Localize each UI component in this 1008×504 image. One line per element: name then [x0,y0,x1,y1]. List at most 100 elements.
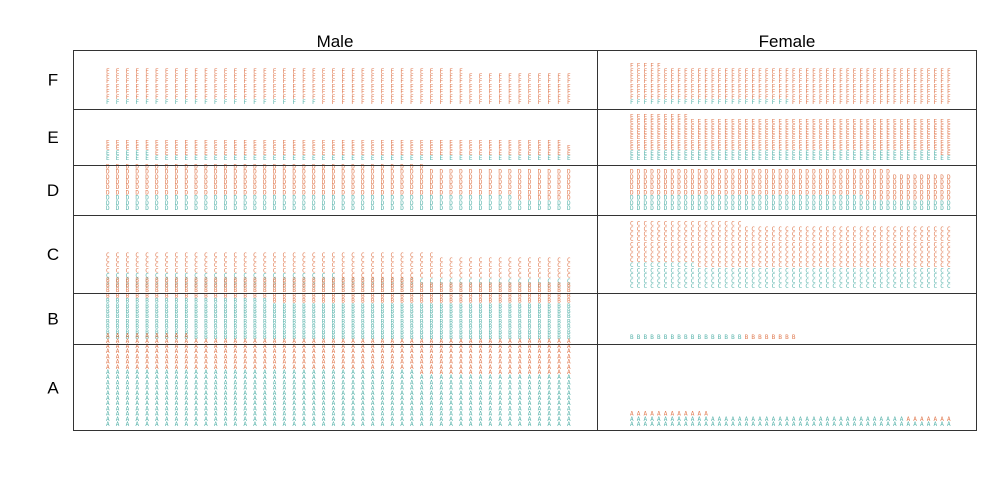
glyph-d-male-s1: D [155,205,159,212]
glyph-d-female-s2: D [873,174,877,181]
glyph-a-male-s2: A [283,348,287,355]
glyph-c-female-s1: C [907,278,911,285]
glyph-c-male-s1: C [253,273,257,280]
glyph-c-female-s2: C [866,241,870,248]
glyph-b-male-s1: B [263,298,267,305]
glyph-b-male-s1: B [126,303,130,310]
glyph-b-male-s2: B [361,287,365,294]
glyph-a-male-s2: A [194,364,198,371]
glyph-c-male-s1: C [292,283,296,290]
glyph-c-female-s1: C [711,283,715,290]
glyph-c-female-s2: C [765,247,769,254]
glyph-c-female-s1: C [880,267,884,274]
glyph-d-male-s1: D [214,205,218,212]
glyph-e-male-s1: E [547,155,551,162]
glyph-e-male-s2: E [449,145,453,152]
glyph-b-male-s1: B [557,329,561,336]
glyph-d-female-s2: D [718,189,722,196]
glyph-f-male-s2: F [449,68,453,75]
glyph-f-male-s2: F [351,89,355,96]
glyph-c-female-s1: C [947,267,951,274]
glyph-c-female-s2: C [630,231,634,238]
glyph-a-male-s1: A [322,369,326,376]
glyph-f-male-s2: F [155,89,159,96]
glyph-c-female-s2: C [664,236,668,243]
glyph-c-female-s1: C [799,278,803,285]
glyph-e-female-s1: E [670,155,674,162]
glyph-e-female-s1: E [630,150,634,157]
glyph-c-female-s2: C [758,231,762,238]
glyph-c-male-s1: C [116,283,120,290]
glyph-b-male-s1: B [557,313,561,320]
glyph-c-female-s1: C [684,278,688,285]
glyph-f-female-s2: F [772,89,776,96]
glyph-e-female-s2: E [880,129,884,136]
glyph-a-male-s2: A [547,364,551,371]
glyph-a-male-s1: A [528,421,532,428]
glyph-b-male-s1: B [204,298,208,305]
glyph-e-female-s2: E [799,129,803,136]
glyph-f-male-s2: F [341,89,345,96]
glyph-f-female-s2: F [718,68,722,75]
glyph-a-female-s1: A [637,421,641,428]
glyph-c-male-s1: C [302,283,306,290]
glyph-c-female-s1: C [664,278,668,285]
glyph-a-male-s1: A [371,416,375,423]
glyph-d-female-s2: D [880,189,884,196]
glyph-c-male-s2: C [361,252,365,259]
glyph-d-female-s2: D [778,179,782,186]
glyph-d-male-s1: D [547,205,551,212]
glyph-a-male-s1: A [361,390,365,397]
glyph-b-male-s2: B [312,292,316,299]
glyph-e-female-s2: E [907,139,911,146]
glyph-f-female-s2: F [778,78,782,85]
glyph-f-female-s2: F [704,83,708,90]
glyph-a-male-s1: A [489,374,493,381]
glyph-e-female-s1: E [718,150,722,157]
glyph-b-male-s1: B [214,308,218,315]
glyph-a-male-s1: A [126,400,130,407]
glyph-c-male-s1: C [430,278,434,285]
glyph-a-male-s2: A [351,353,355,360]
glyph-b-male-s1: B [547,313,551,320]
glyph-a-male-s2: A [302,364,306,371]
glyph-b-male-s2: B [234,277,238,284]
glyph-f-male-s2: F [214,78,218,85]
glyph-e-female-s2: E [745,134,749,141]
glyph-f-male-s2: F [194,94,198,101]
glyph-f-male-s2: F [371,89,375,96]
glyph-a-male-s1: A [194,421,198,428]
glyph-a-male-s2: A [518,353,522,360]
glyph-c-female-s2: C [704,241,708,248]
glyph-f-female-s2: F [731,73,735,80]
glyph-a-male-s2: A [126,338,130,345]
glyph-a-male-s2: A [381,338,385,345]
glyph-d-female-s2: D [913,184,917,191]
glyph-d-female-s2: D [772,174,776,181]
glyph-d-female-s2: D [907,179,911,186]
glyph-d-male-s2: D [489,184,493,191]
glyph-f-female-s2: F [900,83,904,90]
glyph-d-male-s2: D [469,189,473,196]
glyph-a-male-s1: A [508,395,512,402]
glyph-f-male-s2: F [145,83,149,90]
glyph-e-male-s2: E [489,150,493,157]
glyph-a-male-s2: A [498,364,502,371]
glyph-c-male-s2: C [341,273,345,280]
glyph-e-female-s1: E [920,155,924,162]
glyph-a-male-s1: A [204,405,208,412]
glyph-b-male-s2: B [557,298,561,305]
glyph-b-male-s1: B [498,318,502,325]
glyph-e-female-s2: E [704,124,708,131]
glyph-c-female-s1: C [913,278,917,285]
glyph-b-male-s1: B [135,334,139,341]
glyph-f-male-s2: F [224,78,228,85]
glyph-d-female-s1: D [900,200,904,207]
glyph-a-male-s1: A [341,385,345,392]
glyph-a-male-s2: A [479,338,483,345]
glyph-a-male-s1: A [302,374,306,381]
glyph-e-female-s2: E [873,139,877,146]
glyph-f-male-s2: F [214,94,218,101]
glyph-a-male-s2: A [155,338,159,345]
glyph-a-male-s1: A [547,379,551,386]
